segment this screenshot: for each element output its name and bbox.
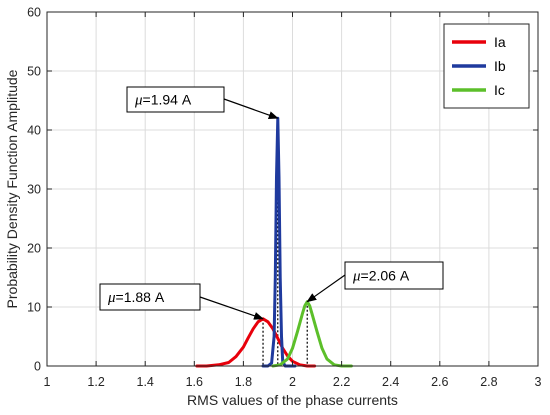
y-tick-label: 20 bbox=[27, 242, 41, 256]
annotations: μ=1.94 Aμ=1.88 Aμ=2.06 A bbox=[99, 86, 444, 320]
series-line-ic bbox=[271, 300, 353, 368]
series-line-ib bbox=[261, 116, 297, 368]
mu-symbol: μ bbox=[134, 93, 143, 109]
x-tick-label: 2.8 bbox=[480, 375, 497, 389]
x-tick-label: 1.8 bbox=[235, 375, 252, 389]
annotation-box bbox=[99, 283, 201, 311]
y-tick-label: 30 bbox=[27, 183, 41, 197]
annotation-value: =1.88 A bbox=[116, 289, 165, 305]
annotation-value: =2.06 A bbox=[361, 268, 410, 284]
y-axis-label: Probability Density Function Amplitude bbox=[4, 69, 20, 308]
annotation-ic: μ=2.06 A bbox=[306, 261, 444, 303]
annotation-label: μ=1.94 A bbox=[134, 92, 192, 109]
annotation-arrow bbox=[199, 296, 264, 320]
x-axis-label: RMS values of the phase currents bbox=[187, 392, 398, 408]
mu-symbol: μ bbox=[107, 290, 116, 306]
y-tick-label: 0 bbox=[34, 360, 41, 374]
y-tick-label: 50 bbox=[27, 65, 41, 79]
mu-symbol: μ bbox=[352, 269, 361, 285]
x-tick-label: 1.2 bbox=[87, 375, 104, 389]
x-tick-label: 2.6 bbox=[431, 375, 448, 389]
x-tick-label: 2.4 bbox=[382, 375, 399, 389]
x-tick-label: 1.4 bbox=[137, 375, 154, 389]
legend-label-ia: Ia bbox=[494, 34, 506, 50]
x-tick-label: 1.6 bbox=[186, 375, 203, 389]
annotation-arrow bbox=[223, 98, 279, 119]
x-tick-label: 1 bbox=[44, 375, 51, 389]
x-tick-label: 2 bbox=[289, 375, 296, 389]
legend: Ia Ib Ic bbox=[443, 23, 530, 109]
annotation-box bbox=[344, 261, 444, 290]
annotation-ia: μ=1.88 A bbox=[99, 283, 264, 320]
x-tick-label: 2.2 bbox=[333, 375, 350, 389]
y-tick-label: 60 bbox=[27, 6, 41, 20]
y-tick-label: 40 bbox=[27, 124, 41, 138]
annotation-arrow bbox=[306, 274, 346, 303]
annotation-box bbox=[126, 86, 225, 113]
legend-label-ib: Ib bbox=[494, 58, 506, 74]
annotation-value: =1.94 A bbox=[143, 92, 192, 108]
annotation-ib: μ=1.94 A bbox=[126, 86, 279, 119]
x-tick-label: 3 bbox=[535, 375, 542, 389]
y-tick-label: 10 bbox=[27, 301, 41, 315]
annotation-label: μ=1.88 A bbox=[107, 289, 165, 306]
annotation-label: μ=2.06 A bbox=[352, 268, 410, 285]
legend-label-ic: Ic bbox=[494, 82, 505, 98]
